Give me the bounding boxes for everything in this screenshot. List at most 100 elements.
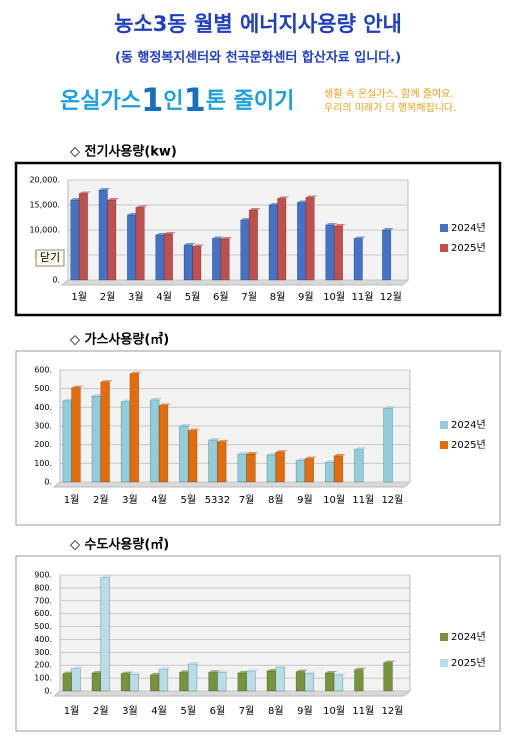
bar-top	[383, 406, 396, 409]
y-tick-label: 100.	[34, 674, 52, 683]
bar	[325, 462, 335, 483]
bar	[217, 441, 227, 483]
bar	[158, 405, 169, 483]
bar-top	[107, 198, 119, 200]
bar	[275, 666, 285, 692]
page-title: 농소3동 월별 에너지사용량 안내	[114, 12, 402, 36]
bar-top	[192, 244, 204, 247]
bar	[179, 672, 189, 692]
banner-message: 우리의 미래가 더 행복해집니다.	[324, 101, 456, 114]
y-tick-label: 200.	[34, 440, 52, 449]
bar-top	[334, 672, 346, 675]
chart-frame	[14, 161, 502, 317]
legend-swatch	[440, 633, 448, 641]
section-title: ◇ 전기사용량(kw)	[70, 144, 177, 160]
bar-top	[354, 667, 367, 670]
x-tick-label: 4월	[151, 494, 167, 506]
bar-top	[354, 236, 366, 239]
bar	[212, 238, 222, 281]
bar	[155, 234, 165, 281]
bar	[354, 669, 364, 692]
bar-top	[100, 575, 113, 578]
bar	[237, 672, 247, 692]
x-tick-label: 2월	[93, 494, 109, 506]
bar-top	[208, 438, 221, 440]
plot-floor	[60, 279, 410, 286]
y-tick-label: 800.	[34, 583, 52, 592]
bar	[71, 668, 81, 692]
bar	[333, 225, 343, 281]
x-tick-label: 2월	[100, 291, 116, 303]
bar-top	[304, 456, 317, 459]
bar	[220, 238, 230, 281]
bar	[98, 189, 108, 281]
legend-label: 2025년	[451, 657, 486, 669]
bar	[179, 425, 189, 483]
bar	[135, 207, 145, 281]
bar	[382, 229, 392, 281]
x-tick-label: 8월	[270, 291, 286, 303]
bar	[150, 399, 160, 483]
bar-top	[159, 667, 171, 670]
bar-top	[275, 450, 288, 453]
x-tick-label: 3월	[122, 494, 138, 506]
bar	[354, 449, 364, 483]
x-tick-label: 4월	[151, 705, 167, 717]
bar	[187, 430, 198, 483]
bar-top	[217, 670, 230, 673]
section-title: ◇ 수도사용량(㎥)	[70, 537, 169, 553]
x-tick-label: 5월	[185, 291, 201, 303]
bar	[325, 672, 335, 692]
bar-top	[246, 669, 259, 672]
bar-top	[382, 228, 394, 230]
bar	[187, 663, 198, 692]
legend-label: 2024년	[451, 631, 486, 643]
y-tick-label: 300.	[34, 648, 52, 657]
slogan-part: 1	[183, 81, 205, 119]
y-tick-label: 0.	[52, 276, 60, 285]
legend-label: 2025년	[451, 439, 486, 451]
bar-top	[212, 236, 224, 239]
bar-top	[188, 661, 200, 664]
bar-top	[220, 237, 233, 239]
y-tick-label: 400.	[34, 635, 52, 644]
x-tick-label: 8월	[268, 705, 284, 717]
x-tick-label: 11월	[352, 705, 374, 717]
bar	[120, 401, 131, 483]
bar-top	[354, 447, 367, 450]
legend-label: 2025년	[451, 242, 486, 254]
y-tick-label: 200.	[34, 661, 52, 670]
plot-floor	[52, 481, 412, 488]
bar	[295, 460, 306, 483]
bar-top	[188, 428, 200, 431]
plot-floor	[52, 690, 412, 697]
y-tick-label: 600.	[34, 366, 52, 375]
bar-top	[325, 670, 338, 673]
bar-top	[296, 669, 308, 672]
y-tick-label: 400.	[34, 403, 52, 412]
slogan-part: 인	[163, 89, 183, 114]
bar-top	[237, 452, 250, 454]
close-button[interactable]: 닫기	[35, 249, 65, 267]
bar	[237, 453, 247, 483]
bar-top	[383, 660, 396, 663]
y-tick-label: 15,000.	[29, 201, 60, 210]
banner-message: 생활 속 온실가스, 함께 줄여요.	[324, 87, 453, 100]
bar	[383, 407, 393, 483]
close-button-label: 닫기	[40, 251, 60, 264]
bar-top	[334, 224, 346, 226]
x-tick-label: 12월	[380, 291, 402, 303]
bar-top	[121, 671, 133, 674]
bar	[325, 224, 335, 281]
bar	[333, 455, 344, 483]
x-tick-label: 2월	[93, 705, 109, 717]
x-tick-label: 10월	[323, 494, 345, 506]
page-subtitle: (동 행정복지센터와 천곡문화센터 합산자료 입니다.)	[115, 50, 401, 66]
y-tick-label: 100.	[34, 459, 52, 468]
x-tick-label: 1월	[71, 291, 87, 303]
bar	[383, 662, 393, 692]
x-tick-label: 5월	[180, 494, 196, 506]
bar-top	[164, 232, 176, 234]
bar-top	[135, 205, 148, 208]
bar	[305, 197, 315, 281]
